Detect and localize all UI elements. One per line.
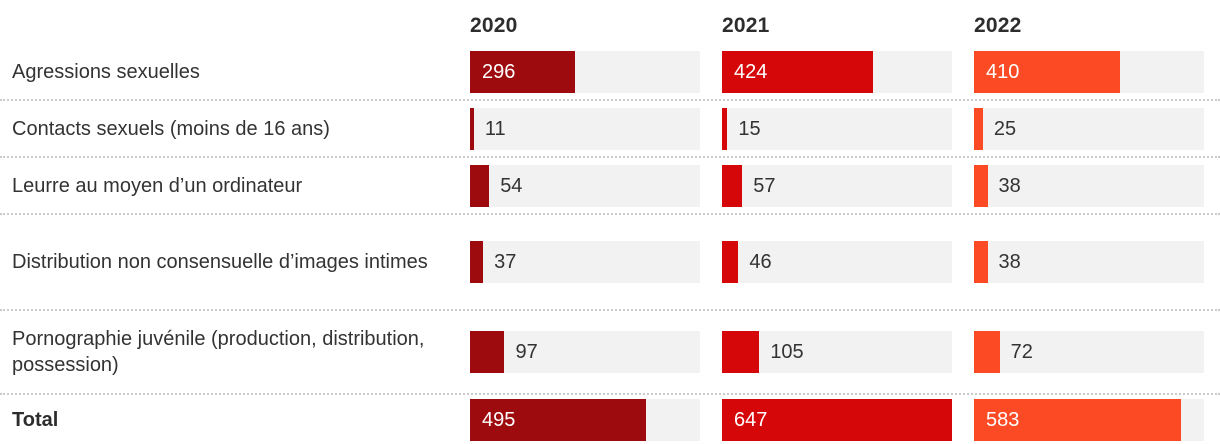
bar-2022 <box>974 50 1120 93</box>
bar-track-2021: 15 <box>722 107 952 150</box>
bar-track-2020: 37 <box>470 241 700 283</box>
bar-value: 38 <box>998 251 1021 273</box>
bar-value: 46 <box>749 251 772 273</box>
bar-2022 <box>974 107 983 150</box>
bar-2022 <box>974 164 988 207</box>
table-row: Contacts sexuels (moins de 16 ans) 11 15 25 <box>0 101 1220 158</box>
row-label: Agressions sexuelles <box>12 60 200 83</box>
bar-2022 <box>974 241 988 283</box>
bar-2021 <box>722 241 739 283</box>
row-label: Total <box>12 408 59 431</box>
year-header-2020: 2020 <box>470 14 518 37</box>
bar-track-2022: 72 <box>974 331 1204 373</box>
bar-track-2021: 647 <box>722 398 952 441</box>
table-row-total: Total 495 647 583 <box>0 395 1220 444</box>
bar-2021 <box>722 50 873 93</box>
bar-2020 <box>470 331 505 373</box>
bar-track-2020: 54 <box>470 164 700 207</box>
bar-track-2020: 495 <box>470 398 700 441</box>
bar-track-2021: 424 <box>722 50 952 93</box>
year-header-row: 2020 2021 2022 <box>0 0 1220 44</box>
bar-track-2022: 38 <box>974 241 1204 283</box>
bar-2020 <box>470 50 576 93</box>
bar-value: 424 <box>734 60 768 83</box>
year-header-2021: 2021 <box>722 14 770 37</box>
bar-value: 54 <box>500 174 523 197</box>
bar-value: 72 <box>1010 341 1033 363</box>
table-row: Distribution non consensuelle d’images i… <box>0 215 1220 311</box>
bar-2021 <box>722 398 952 441</box>
bar-2020 <box>470 241 484 283</box>
bar-value: 57 <box>753 174 776 197</box>
bar-track-2022: 38 <box>974 164 1204 207</box>
bar-track-2021: 57 <box>722 164 952 207</box>
bar-value: 105 <box>770 341 804 363</box>
bar-2021 <box>722 107 728 150</box>
chart-rows: Agressions sexuelles 296 424 410 Contacts se… <box>0 44 1220 444</box>
year-header-2022: 2022 <box>974 14 1022 37</box>
bar-track-2022: 583 <box>974 398 1204 441</box>
bar-2021 <box>722 331 760 373</box>
bar-value: 583 <box>986 408 1020 431</box>
row-label: Leurre au moyen d’un ordinateur <box>12 174 303 197</box>
table-row: Pornographie juvénile (production, distr… <box>0 311 1220 395</box>
bar-value: 97 <box>515 341 538 363</box>
table-row: Leurre au moyen d’un ordinateur 54 57 38 <box>0 158 1220 215</box>
bar-value: 410 <box>986 60 1020 83</box>
bar-track-2021: 46 <box>722 241 952 283</box>
bar-value: 37 <box>494 251 517 273</box>
row-label: Pornographie juvénile (production, distr… <box>12 328 425 376</box>
row-label: Contacts sexuels (moins de 16 ans) <box>12 117 330 140</box>
bar-track-2020: 296 <box>470 50 700 93</box>
bar-value: 296 <box>482 60 516 83</box>
bar-value: 38 <box>998 174 1021 197</box>
bar-track-2021: 105 <box>722 331 952 373</box>
bar-track-2022: 25 <box>974 107 1204 150</box>
bar-value: 495 <box>482 408 516 431</box>
bar-value: 25 <box>993 117 1017 140</box>
bar-value: 11 <box>484 117 506 140</box>
bar-track-2020: 97 <box>470 331 700 373</box>
bar-2020 <box>470 164 490 207</box>
row-label: Distribution non consensuelle d’images i… <box>12 251 428 273</box>
bar-track-2020: 11 <box>470 107 700 150</box>
bar-2022 <box>974 331 1000 373</box>
bar-2021 <box>722 164 743 207</box>
bar-value: 647 <box>734 408 768 431</box>
table-row: Agressions sexuelles 296 424 410 <box>0 44 1220 101</box>
bar-2022 <box>974 398 1182 441</box>
bar-value: 15 <box>738 117 761 140</box>
bar-2020 <box>470 107 474 150</box>
bar-2020 <box>470 398 646 441</box>
bar-track-2022: 410 <box>974 50 1204 93</box>
